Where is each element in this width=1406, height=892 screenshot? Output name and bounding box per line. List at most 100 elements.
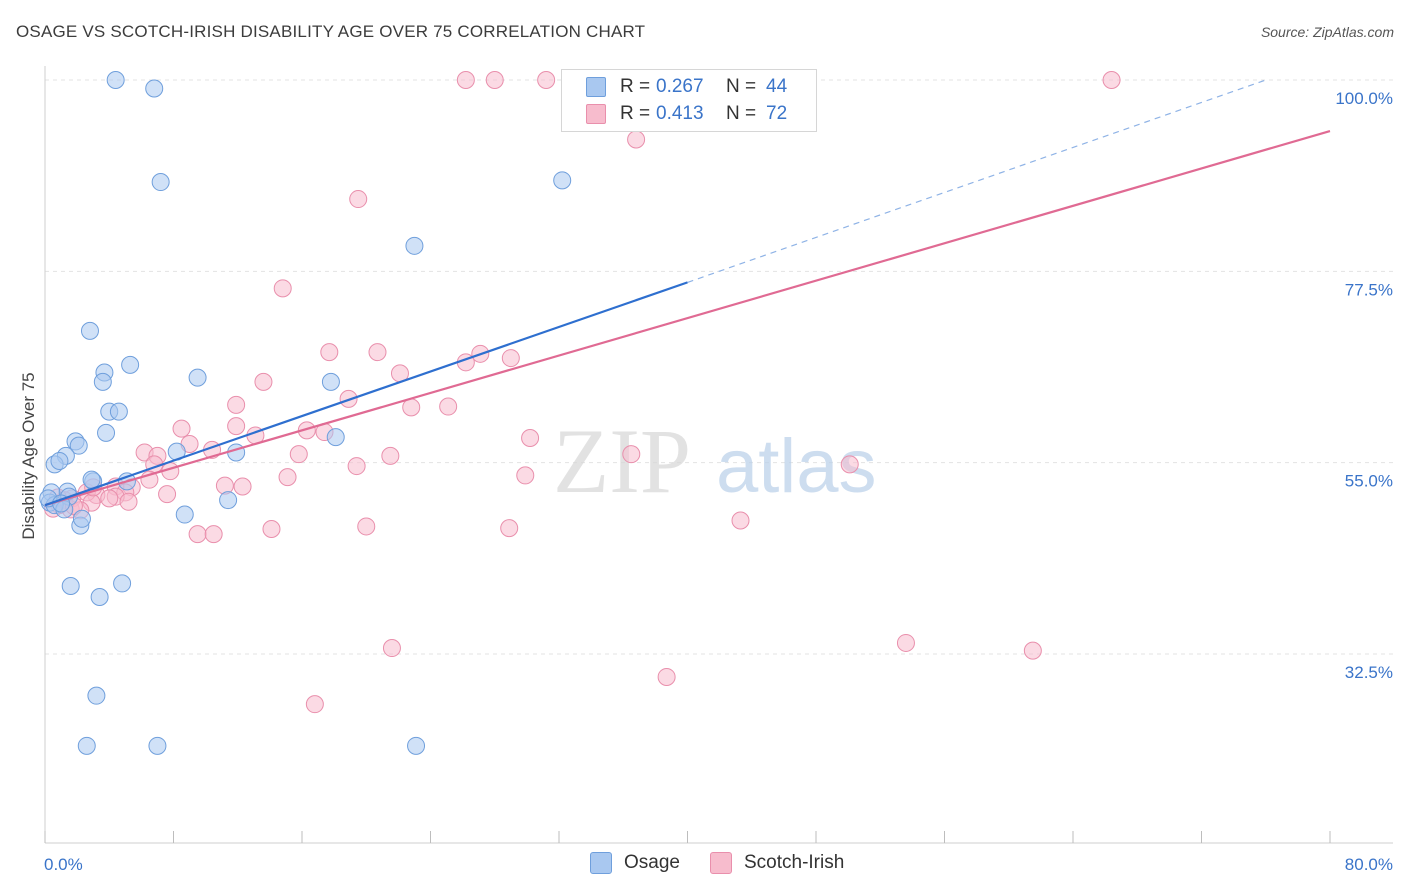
correlation-legend: R = 0.267 N = 44 R = 0.413 N = 72 (561, 69, 817, 132)
osage-point-36 (90, 588, 109, 607)
y-axis-label: Disability Age Over 75 (19, 372, 38, 539)
scotch-irish-point-7 (349, 190, 368, 209)
scotch-irish-point-31 (381, 446, 400, 465)
osage-point-38 (87, 686, 106, 705)
scotch-irish-point-6 (627, 130, 646, 149)
legend-row-scotch-irish: R = 0.413 N = 72 (586, 102, 787, 126)
scotch-irish-point-38 (278, 468, 297, 487)
legend-label-scotch-irish: Scotch-Irish (743, 852, 845, 873)
osage-point-30 (175, 505, 194, 524)
n-label: N = (726, 76, 757, 97)
osage-trend-line (44, 281, 688, 507)
y-tick-label-0: 32.5% (1345, 663, 1393, 682)
r-value: 0.413 (656, 103, 704, 124)
scotch-irish-point-0 (456, 71, 475, 89)
scotch-irish-point-4 (1102, 71, 1121, 89)
osage-trend-extension (687, 79, 1266, 283)
osage-point-17 (321, 372, 340, 391)
n-label: N = (726, 103, 757, 124)
scotch-irish-point-32 (622, 445, 641, 464)
scotch-irish-swatch (709, 852, 732, 874)
scotch-irish-point-56 (731, 511, 750, 530)
scotch-irish-point-37 (840, 455, 859, 474)
scotch-irish-point-12 (501, 349, 520, 368)
scotch-irish-point-62 (382, 639, 401, 658)
trend-lines (44, 79, 1331, 507)
scotch-irish-point-10 (368, 343, 387, 362)
y-tick-label-3: 100.0% (1335, 89, 1393, 108)
series-legend: Osage Scotch-Irish (590, 852, 874, 874)
x-tick-label-max: 80.0% (1345, 855, 1393, 874)
legend-item-osage[interactable]: Osage (590, 852, 680, 874)
scotch-irish-point-65 (657, 667, 676, 686)
scotch-irish-point-66 (305, 695, 324, 714)
osage-point-15 (227, 443, 246, 462)
osage-point-6 (121, 355, 140, 374)
scotch-irish-point-40 (233, 477, 252, 496)
scotch-irish-point-64 (1023, 641, 1042, 660)
n-value: 44 (766, 76, 788, 97)
osage-point-5 (80, 321, 99, 340)
series-scotch-irish (44, 71, 1121, 714)
scotch-irish-point-60 (188, 525, 207, 544)
scotch-irish-point-57 (357, 517, 376, 536)
scotch-irish-point-61 (204, 525, 223, 544)
scotch-irish-point-70 (100, 489, 119, 508)
osage-point-1 (145, 79, 164, 98)
x-tick-label-min: 0.0% (44, 855, 83, 874)
osage-point-37 (113, 574, 132, 593)
scotch-irish-point-51 (119, 492, 138, 511)
scotch-irish-point-59 (262, 519, 281, 538)
scotch-irish-point-30 (289, 445, 308, 464)
n-value: 72 (766, 103, 788, 124)
scotch-irish-point-2 (537, 71, 556, 89)
scotch-irish-point-58 (500, 519, 519, 538)
scotch-irish-point-21 (172, 419, 191, 438)
osage-swatch (590, 852, 612, 874)
series-osage (39, 71, 572, 755)
osage-point-7 (188, 368, 207, 387)
osage-point-39 (77, 736, 96, 755)
chart-source: Source: ZipAtlas.com (1260, 24, 1394, 40)
osage-point-40 (148, 736, 167, 755)
scotch-irish-point-25 (521, 429, 540, 448)
osage-point-2 (151, 173, 170, 192)
r-label: R = (620, 76, 651, 97)
scotch-irish-point-36 (516, 466, 535, 485)
osage-point-9 (93, 372, 112, 391)
osage-point-21 (50, 451, 69, 470)
scotch-irish-point-1 (485, 71, 504, 89)
osage-point-41 (407, 736, 426, 755)
osage-point-0 (106, 71, 125, 89)
osage-point-35 (61, 576, 80, 595)
r-value: 0.267 (656, 76, 704, 97)
r-label: R = (620, 103, 651, 124)
scotch-irish-trend-line (44, 129, 1331, 507)
scotch-irish-point-19 (439, 397, 458, 416)
watermark-zip: ZIP (553, 410, 691, 512)
legend-label-osage: Osage (624, 852, 680, 873)
axes (44, 66, 1393, 844)
scotch-irish-point-18 (402, 398, 421, 417)
osage-point-4 (405, 236, 424, 255)
osage-point-12 (97, 423, 116, 442)
legend-row-osage: R = 0.267 N = 44 (586, 75, 787, 99)
osage-point-14 (69, 436, 88, 455)
scotch-irish-point-17 (227, 395, 246, 414)
tick-labels: 32.5% 55.0% 77.5% 100.0% 0.0% 80.0% (44, 89, 1393, 874)
osage-point-11 (109, 402, 128, 421)
scotch-irish-swatch (586, 104, 606, 124)
osage-point-32 (72, 509, 91, 528)
scotch-irish-point-63 (896, 633, 915, 652)
scotch-irish-point-52 (158, 485, 177, 504)
scotch-irish-point-8 (273, 279, 292, 298)
osage-point-18 (326, 428, 345, 447)
osage-point-23 (82, 470, 101, 489)
grid-lines (45, 79, 1393, 655)
legend-item-scotch-irish[interactable]: Scotch-Irish (709, 852, 845, 874)
y-tick-label-1: 55.0% (1345, 472, 1393, 491)
osage-swatch (586, 77, 606, 97)
scotch-irish-point-33 (347, 457, 366, 476)
y-tick-label-2: 77.5% (1345, 280, 1393, 299)
